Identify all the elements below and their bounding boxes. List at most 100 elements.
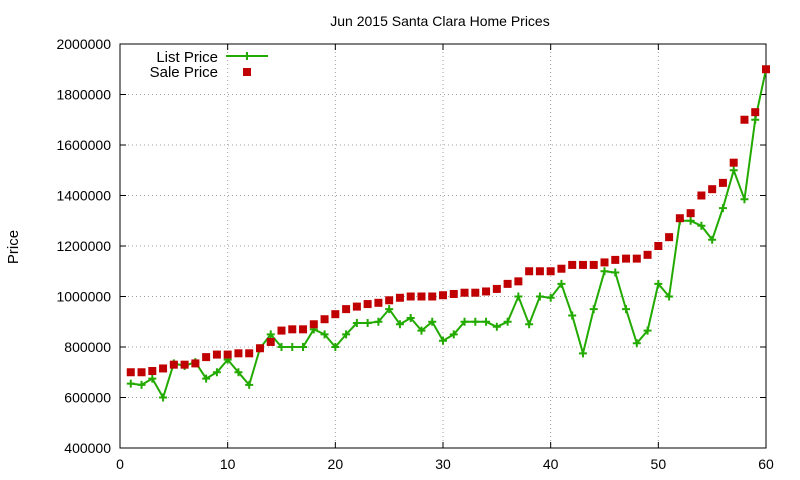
list-price-point xyxy=(589,305,598,314)
list-price-point xyxy=(535,292,544,301)
sale-price-point xyxy=(665,233,674,242)
y-tick-label: 2000000 xyxy=(56,36,111,52)
list-price-point xyxy=(740,195,749,204)
y-tick-label: 1200000 xyxy=(56,238,111,254)
x-tick-label: 0 xyxy=(116,456,124,472)
list-price-point xyxy=(202,374,211,383)
sale-price-point xyxy=(223,350,232,359)
sale-price-point xyxy=(729,158,738,167)
sale-price-point xyxy=(234,349,243,358)
list-price-point xyxy=(578,349,587,358)
sale-price-point xyxy=(266,337,275,346)
chart-title: Jun 2015 Santa Clara Home Prices xyxy=(330,13,549,29)
sale-price-point xyxy=(762,65,770,74)
sale-price-point xyxy=(449,289,458,298)
list-price-point xyxy=(406,313,415,322)
sale-price-point xyxy=(439,291,447,300)
list-price-point xyxy=(492,322,501,331)
sale-price-point xyxy=(363,300,372,309)
list-price-point xyxy=(245,380,254,389)
sale-price-point xyxy=(385,296,394,305)
x-tick-label: 10 xyxy=(220,456,236,472)
sale-price-point xyxy=(600,258,609,267)
list-price-point xyxy=(557,279,566,288)
y-tick-label: 1400000 xyxy=(56,188,111,204)
sale-price-point xyxy=(503,279,512,288)
sale-price-point xyxy=(320,315,329,324)
list-price-point xyxy=(363,319,372,328)
legend-marker-sale-price xyxy=(243,68,251,76)
sale-price-point xyxy=(277,326,286,335)
list-price-point xyxy=(632,339,641,348)
sale-price-point xyxy=(309,320,318,329)
x-tick-label: 50 xyxy=(651,456,667,472)
list-price-point xyxy=(374,317,383,326)
sale-price-point xyxy=(686,209,695,218)
list-price-point xyxy=(342,330,351,339)
list-price-point xyxy=(697,221,706,230)
axes xyxy=(119,43,767,449)
list-price-point xyxy=(708,235,717,244)
list-price-point xyxy=(751,115,760,124)
sale-price-point xyxy=(751,108,760,117)
sale-price-point xyxy=(675,214,684,223)
sale-price-point xyxy=(492,284,501,293)
sale-price-point xyxy=(342,305,351,314)
sale-price-point xyxy=(697,191,706,200)
list-price-point xyxy=(385,305,394,314)
list-price-point xyxy=(352,319,361,328)
legend-label-list-price: List Price xyxy=(156,49,218,66)
legend-marker-list-price xyxy=(243,52,251,60)
sale-price-point xyxy=(159,364,168,373)
x-tick-label: 30 xyxy=(435,456,451,472)
list-price-point xyxy=(331,343,340,351)
list-price-point xyxy=(395,320,404,329)
legend-label-sale-price: Sale Price xyxy=(150,64,218,81)
list-price-point xyxy=(320,330,329,339)
list-price-point xyxy=(611,268,620,277)
sale-price-point xyxy=(589,260,598,269)
sale-price-point xyxy=(708,185,717,194)
series-layer xyxy=(126,65,770,402)
sale-price-point xyxy=(568,260,577,269)
sale-price-point xyxy=(406,292,415,301)
sale-price-point xyxy=(169,360,178,369)
sale-price-point xyxy=(740,115,749,124)
list-price-point xyxy=(622,305,631,314)
sale-price-point xyxy=(148,366,157,375)
list-price-point xyxy=(503,317,512,326)
sale-price-point xyxy=(180,360,189,369)
sale-price-point xyxy=(460,288,469,297)
sale-price-point xyxy=(428,292,437,301)
list-price-point xyxy=(439,336,447,345)
list-price-point xyxy=(729,166,738,175)
sale-price-point xyxy=(535,267,544,276)
y-tick-label: 1000000 xyxy=(56,289,111,305)
sale-price-point xyxy=(482,287,491,296)
sale-price-point xyxy=(546,267,555,276)
x-tick-label: 40 xyxy=(543,456,559,472)
list-price-point xyxy=(288,343,297,351)
y-tick-label: 800000 xyxy=(64,339,111,355)
sale-price-point xyxy=(299,325,308,334)
sale-price-point xyxy=(374,298,383,307)
list-price-point xyxy=(665,292,674,301)
sale-price-point xyxy=(578,260,587,269)
list-price-point xyxy=(148,374,157,383)
sale-price-point xyxy=(191,359,200,368)
list-price-point xyxy=(299,343,308,351)
list-price-point xyxy=(686,216,695,225)
sale-price-point xyxy=(288,325,297,334)
y-tick-label: 600000 xyxy=(64,390,111,406)
sale-price-point xyxy=(212,350,221,359)
x-tick-label: 20 xyxy=(328,456,344,472)
y-axis-label: Price xyxy=(5,230,22,264)
list-price-point xyxy=(471,317,480,326)
sale-price-point xyxy=(126,368,135,377)
sale-price-point xyxy=(525,267,534,276)
list-price-point xyxy=(546,293,555,302)
sale-price-point xyxy=(643,250,652,259)
sale-price-point xyxy=(395,293,404,302)
sale-price-point xyxy=(352,302,361,311)
